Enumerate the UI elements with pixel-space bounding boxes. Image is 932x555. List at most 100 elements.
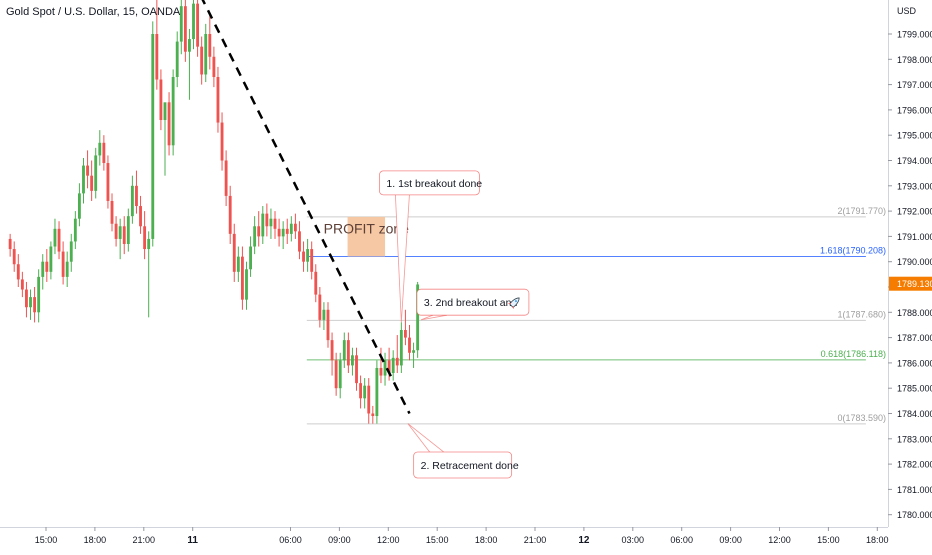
candle-body (228, 195, 232, 234)
candle-bear (200, 36, 204, 85)
time-tick-label: 12 (578, 535, 590, 546)
candle-body (130, 185, 134, 217)
candle-body (143, 226, 147, 250)
candle-body (363, 385, 367, 399)
candle-body (314, 271, 318, 295)
price-tick-label: 1794.000 (897, 156, 932, 166)
candle-body (45, 261, 49, 272)
candle-body (90, 175, 94, 191)
candle-bear (371, 405, 375, 424)
candle-body (65, 261, 69, 277)
candle-body (330, 340, 334, 361)
fib-level-label: 2(1791.770) (837, 206, 886, 216)
candle-body (245, 269, 248, 300)
candle-bear (114, 216, 118, 247)
candle-body (208, 34, 212, 57)
candle-body (257, 226, 261, 237)
candle-body (240, 256, 244, 300)
candle-body (249, 246, 252, 270)
candle-bull (236, 246, 240, 282)
fib-level-label: 1(1787.680) (837, 309, 886, 319)
candle-bull (65, 251, 69, 287)
time-tick-label: 15:00 (35, 535, 58, 545)
candle-body (220, 122, 224, 161)
candle-body (37, 276, 41, 313)
candle-body (163, 102, 167, 121)
candle-bull (175, 31, 179, 88)
candle-body (273, 218, 277, 229)
candle-bear (228, 185, 232, 244)
candle-body (188, 39, 191, 52)
candle-body (379, 367, 383, 376)
candle-bear (216, 66, 220, 133)
candle-bull (281, 221, 285, 250)
time-tick-label: 09:00 (719, 535, 742, 545)
candle-bull (179, 0, 183, 55)
candle-bear (106, 155, 110, 209)
candle-body (12, 249, 16, 265)
candle-bear (102, 135, 106, 171)
price-tick-label: 1792.000 (897, 207, 932, 217)
candle-bull (94, 147, 98, 199)
candle-bear (155, 0, 159, 90)
candle-body (73, 218, 77, 242)
callout-text: 1. 1st breakout done (386, 178, 482, 190)
candle-body (29, 297, 32, 308)
candle-bear (310, 241, 314, 280)
price-tick-label: 1797.000 (897, 80, 932, 90)
candle-bear (122, 216, 126, 255)
rocket-icon (507, 297, 520, 310)
candle-body (293, 223, 297, 232)
price-tick-label: 1796.000 (897, 105, 932, 115)
candle-bear (20, 271, 24, 298)
callout-note[interactable]: 1. 1st breakout done (379, 170, 482, 323)
candle-bull (342, 332, 346, 368)
callout-box (413, 451, 513, 479)
time-tick-label: 15:00 (426, 535, 449, 545)
candle-body (261, 213, 265, 237)
callout-box (416, 288, 530, 316)
candle-bull (192, 0, 195, 50)
candle-bull (126, 208, 130, 252)
candle-bear (86, 150, 89, 189)
currency-label: USD (897, 6, 917, 16)
candle-bull (261, 206, 265, 244)
candle-bear (25, 281, 28, 318)
time-tick-label: 21:00 (133, 535, 156, 545)
candle-bull (77, 183, 81, 227)
candle-bear (183, 0, 187, 62)
candle-bear (302, 241, 305, 272)
callout-note[interactable]: 3. 2nd breakout and (416, 288, 530, 321)
callout-note[interactable]: 2. Retracement done (407, 423, 519, 479)
candle-body (403, 330, 407, 338)
candle-body (196, 3, 200, 47)
price-tick-label: 1781.000 (897, 485, 932, 495)
callout-box (379, 170, 480, 196)
candle-bull (412, 342, 415, 368)
rocket-window (514, 300, 517, 303)
candle-bull (306, 238, 310, 272)
candle-body (355, 355, 358, 384)
candle-body (371, 413, 375, 417)
candle-body (408, 337, 411, 353)
time-tick-label: 11 (187, 535, 198, 546)
time-tick-label: 06:00 (279, 535, 302, 545)
candle-bear (293, 213, 297, 239)
candle-bear (139, 195, 142, 234)
price-tick-label: 1786.000 (897, 358, 932, 368)
candle-body (155, 34, 159, 80)
candle-body (281, 228, 285, 237)
candle-body (367, 385, 371, 414)
candle-bear (196, 0, 200, 57)
candle-bear (220, 112, 224, 171)
price-tick-label: 1798.000 (897, 55, 932, 65)
candle-bear (90, 160, 94, 201)
price-tick-label: 1784.000 (897, 409, 932, 419)
candle-body (33, 297, 37, 313)
candle-body (102, 142, 106, 164)
candle-body (236, 256, 240, 272)
symbol-title: Gold Spot / U.S. Dollar, 15, OANDA (6, 6, 181, 18)
time-tick-label: 06:00 (670, 535, 693, 545)
